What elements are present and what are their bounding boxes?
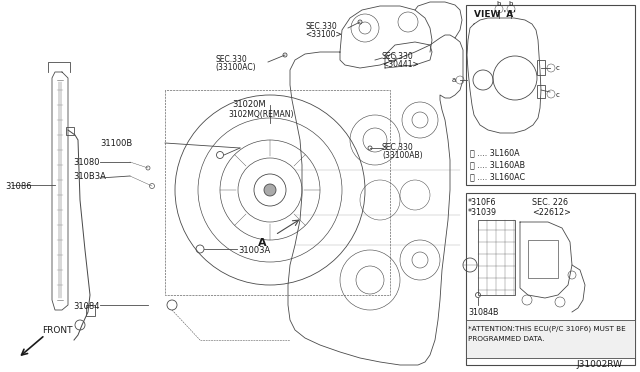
Text: 31084B: 31084B [468,308,499,317]
Text: 31084: 31084 [73,302,99,311]
Text: c: c [556,92,560,98]
FancyBboxPatch shape [466,193,635,365]
Text: b: b [509,1,513,7]
Text: (33100AC): (33100AC) [215,63,255,72]
Text: 310B3A: 310B3A [73,172,106,181]
Text: SEC.330: SEC.330 [305,22,337,31]
Text: *310F6: *310F6 [468,198,497,207]
Text: SEC. 226: SEC. 226 [532,198,568,207]
Text: PROGRAMMED DATA.: PROGRAMMED DATA. [468,336,545,342]
Text: ⓒ .... 3L160AC: ⓒ .... 3L160AC [470,172,525,181]
Text: A: A [258,238,267,248]
Text: SEC.330: SEC.330 [382,143,413,152]
Text: 31086: 31086 [5,182,31,191]
Text: 31100B: 31100B [100,139,132,148]
Text: 31080: 31080 [73,158,99,167]
Text: J31002RW: J31002RW [576,360,622,369]
Text: *ATTENTION:THIS ECU(P/C 310F6) MUST BE: *ATTENTION:THIS ECU(P/C 310F6) MUST BE [468,325,626,331]
Text: b: b [497,1,501,7]
Text: ⓑ .... 3L160AB: ⓑ .... 3L160AB [470,160,525,169]
Text: <33100>: <33100> [305,30,342,39]
Text: <30441>: <30441> [382,60,419,69]
Text: (33100AB): (33100AB) [382,151,422,160]
Text: SEC.330: SEC.330 [382,52,413,61]
Text: c: c [556,65,560,71]
Text: a: a [452,77,456,83]
Text: FRONT: FRONT [42,326,72,335]
FancyBboxPatch shape [466,320,635,358]
Text: 31020M: 31020M [232,100,266,109]
FancyBboxPatch shape [466,5,635,185]
Text: 31003A: 31003A [238,246,270,255]
Circle shape [264,184,276,196]
Text: <22612>: <22612> [532,208,571,217]
Text: 3102MQ(REMAN): 3102MQ(REMAN) [228,110,294,119]
Text: *31039: *31039 [468,208,497,217]
Text: ⓐ .... 3L160A: ⓐ .... 3L160A [470,148,520,157]
Text: SEC.330: SEC.330 [215,55,247,64]
Text: VIEW 'A': VIEW 'A' [474,10,516,19]
